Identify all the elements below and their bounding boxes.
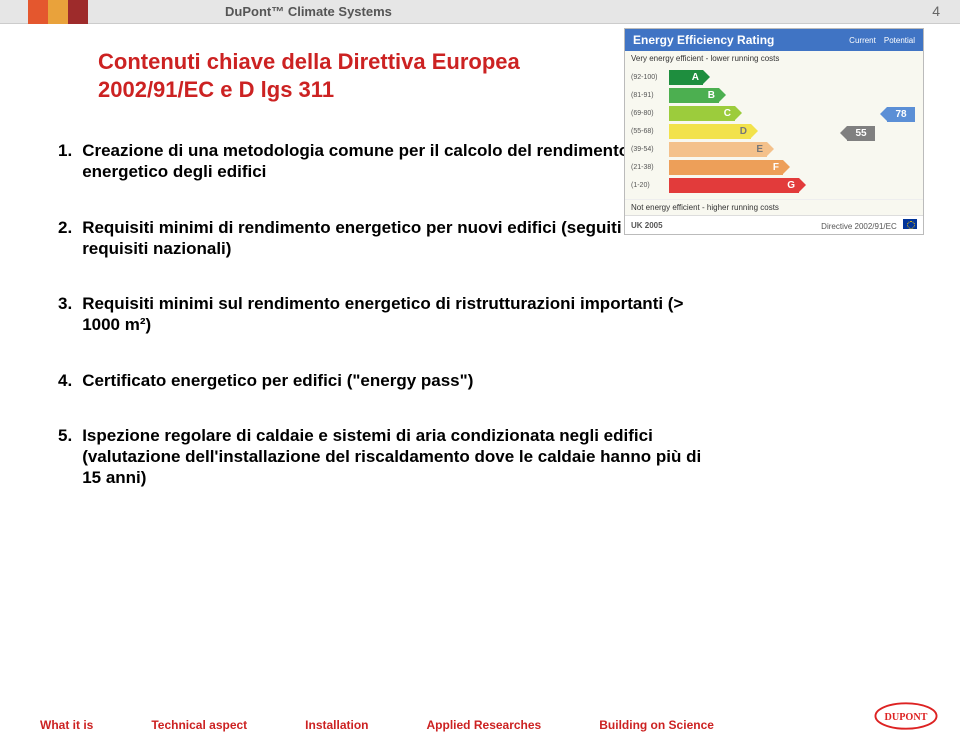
list-item-number: 5. <box>58 425 72 489</box>
rating-letter: C <box>724 108 731 119</box>
rating-bar: D <box>669 124 751 139</box>
rating-letter: G <box>787 180 795 191</box>
col-potential: Potential <box>884 36 915 45</box>
list-item: 4. Certificato energetico per edifici ("e… <box>58 370 708 391</box>
rating-bar: G <box>669 178 799 193</box>
list-item: 5.Ispezione regolare di caldaie e sistem… <box>58 425 708 489</box>
list-item-number: 3. <box>58 293 72 336</box>
rating-subtitle-top: Very energy efficient - lower running co… <box>625 51 923 66</box>
rating-bottom-bar: UK 2005 Directive 2002/91/EC <box>625 215 923 234</box>
list-item: 1.Creazione di una metodologia comune pe… <box>58 140 708 183</box>
rating-bar: B <box>669 88 719 103</box>
rating-country-year: UK 2005 <box>631 221 663 230</box>
rating-row: (81-91) B <box>631 87 917 104</box>
footer-nav-item[interactable]: Technical aspect <box>151 718 247 732</box>
footer-nav-item[interactable]: What it is <box>40 718 93 732</box>
rating-letter: B <box>708 90 715 101</box>
rating-bar: A <box>669 70 703 85</box>
stripe <box>28 0 48 24</box>
list-item-text: Ispezione regolare di caldaie e sistemi … <box>82 425 708 489</box>
rating-header: Energy Efficiency Rating Current Potenti… <box>625 29 923 51</box>
list-item-text: Requisiti minimi sul rendimento energeti… <box>82 293 708 336</box>
footer-nav: What it is Technical aspect Installation Ap… <box>0 710 960 732</box>
dupont-logo: DUPONT <box>874 702 938 730</box>
rating-bar: E <box>669 142 767 157</box>
rating-letter: A <box>692 72 699 83</box>
list-item-text: Requisiti minimi di rendimento energetic… <box>82 217 708 260</box>
list-item-text: Certificato energetico per edifici ("ene… <box>82 370 473 391</box>
rating-letter: D <box>740 126 747 137</box>
list-item-text: Creazione di una metodologia comune per … <box>82 140 708 183</box>
rating-range: (92-100) <box>631 74 665 81</box>
eu-flag-icon <box>903 219 917 229</box>
footer-nav-item[interactable]: Installation <box>305 718 368 732</box>
rating-range: (1-20) <box>631 182 665 189</box>
stripe <box>68 0 88 24</box>
rating-rows: (92-100)A(81-91)B(69-80)C78(55-68)D55(39… <box>625 66 923 199</box>
rating-subtitle-bottom: Not energy efficient - higher running co… <box>625 199 923 215</box>
brand-logo-stripes <box>28 0 88 24</box>
list-item-number: 2. <box>58 217 72 260</box>
list-item: 2.Requisiti minimi di rendimento energet… <box>58 217 708 260</box>
col-current: Current <box>849 36 876 45</box>
rating-directive: Directive 2002/91/EC <box>821 222 897 231</box>
rating-range: (55-68) <box>631 128 665 135</box>
rating-row: (92-100) A <box>631 69 917 86</box>
rating-letter: E <box>756 144 763 155</box>
rating-title: Energy Efficiency Rating <box>633 33 774 47</box>
slide-heading: Contenuti chiave della Direttiva Europea… <box>98 48 538 103</box>
rating-row: (21-38) F <box>631 159 917 176</box>
pointer-potential: 78 <box>887 107 915 122</box>
rating-bar: C <box>669 106 735 121</box>
rating-directive-wrap: Directive 2002/91/EC <box>821 219 917 231</box>
rating-range: (81-91) <box>631 92 665 99</box>
brand-title: DuPont™ Climate Systems <box>225 4 392 19</box>
rating-range: (39-54) <box>631 146 665 153</box>
list-item-number: 4. <box>58 370 72 391</box>
footer-nav-item[interactable]: Applied Researches <box>427 718 542 732</box>
page-number: 4 <box>932 3 940 19</box>
rating-row: (39-54) E <box>631 141 917 158</box>
content-list: 1.Creazione di una metodologia comune pe… <box>58 140 708 523</box>
pointer-current: 55 <box>847 126 875 141</box>
energy-rating-widget: Energy Efficiency Rating Current Potenti… <box>624 28 924 235</box>
rating-columns: Current Potential <box>849 36 915 45</box>
rating-letter: F <box>773 162 779 173</box>
rating-range: (69-80) <box>631 110 665 117</box>
footer-nav-item[interactable]: Building on Science <box>599 718 714 732</box>
heading-line-1: Contenuti chiave della Direttiva Europea <box>98 49 520 74</box>
rating-range: (21-38) <box>631 164 665 171</box>
top-bar <box>0 0 960 24</box>
rating-row: (69-80) C <box>631 105 917 122</box>
list-item: 3.Requisiti minimi sul rendimento energe… <box>58 293 708 336</box>
stripe <box>48 0 68 24</box>
rating-row: (1-20) G <box>631 177 917 194</box>
rating-bar: F <box>669 160 783 175</box>
heading-line-2: 2002/91/EC e D lgs 311 <box>98 77 334 102</box>
list-item-number: 1. <box>58 140 72 183</box>
svg-text:DUPONT: DUPONT <box>885 712 928 723</box>
